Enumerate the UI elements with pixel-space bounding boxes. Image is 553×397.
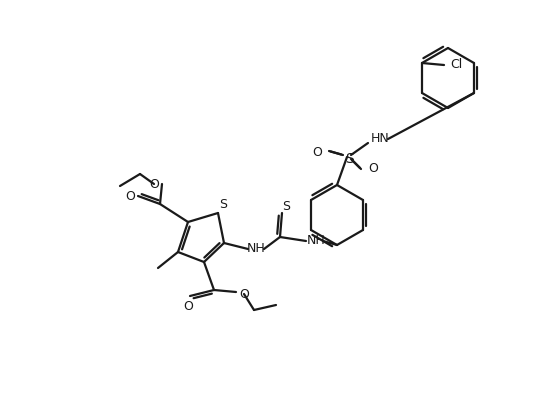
Text: S: S <box>282 200 290 214</box>
Text: O: O <box>312 146 322 160</box>
Text: NH: NH <box>247 243 265 256</box>
Text: O: O <box>368 162 378 175</box>
Text: NH: NH <box>306 235 325 247</box>
Text: S: S <box>219 198 227 212</box>
Text: Cl: Cl <box>450 58 462 71</box>
Text: O: O <box>125 189 135 202</box>
Text: S: S <box>345 152 353 166</box>
Text: HN: HN <box>371 133 389 145</box>
Text: O: O <box>183 299 193 312</box>
Text: O: O <box>239 287 249 301</box>
Text: O: O <box>149 177 159 191</box>
